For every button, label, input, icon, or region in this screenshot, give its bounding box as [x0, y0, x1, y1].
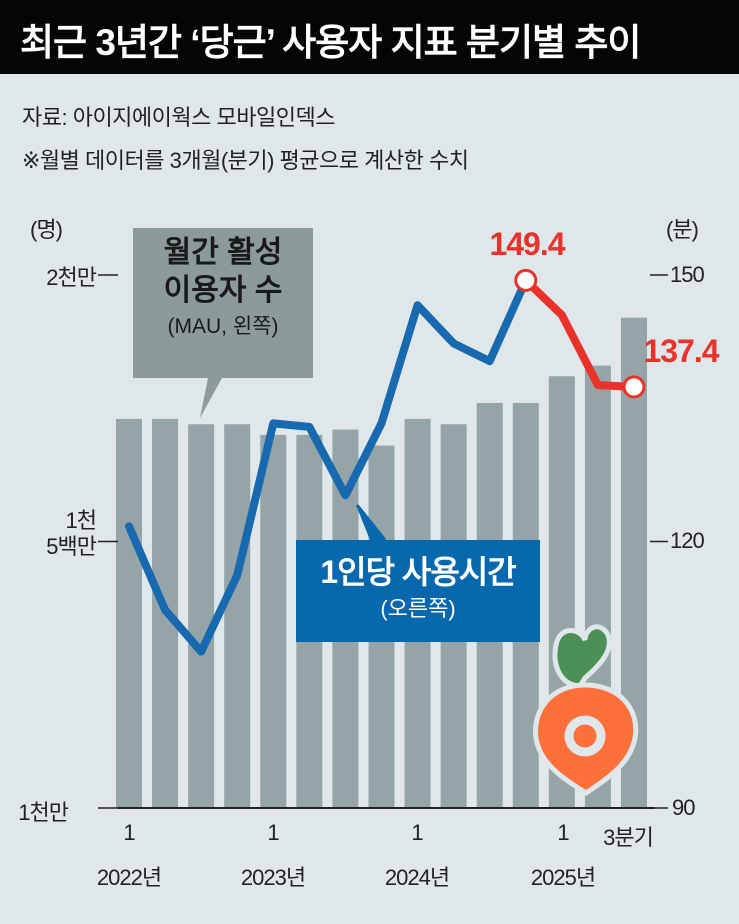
- right-tick-90: 90: [672, 795, 696, 820]
- bar-mau-2022Q1: [116, 418, 142, 808]
- bar-mau-2022Q3: [188, 424, 215, 808]
- left-tick-15m: 1천 5백만: [8, 508, 97, 560]
- line-usage-time-highlight: [521, 276, 638, 391]
- x-tick-2024q1: 1: [411, 820, 423, 845]
- bar-mau-2022Q4: [224, 424, 251, 808]
- time-callout-pointer: [355, 504, 387, 541]
- time-callout-box: [296, 540, 540, 642]
- x-year-2024: 2024년: [384, 865, 450, 890]
- left-tick-20m: 2천만: [46, 265, 97, 290]
- right-axis-unit: (분): [666, 217, 699, 242]
- line-usage-time: [125, 276, 530, 656]
- mau-label-sub: (MAU, 왼쪽): [167, 315, 279, 338]
- x-tick-2022q1: 1: [123, 820, 135, 845]
- source-text: 자료: 아이지에이웍스 모바일인덱스: [22, 105, 335, 130]
- x-year-2022: 2022년: [96, 865, 162, 890]
- carrot-logo: [533, 624, 639, 797]
- page-title: 최근 3년간 ‘당근’ 사용자 지표 분기별 추이: [20, 22, 641, 63]
- left-tick-15m-line1: 1천: [65, 508, 97, 533]
- x-tick-2025q3: 3분기: [603, 825, 654, 850]
- right-tick-150: 150: [670, 262, 705, 287]
- left-tick-10m: 1천만: [18, 800, 69, 825]
- time-label-line1: 1인당 사용시간: [320, 554, 516, 590]
- x-tick-2023q1: 1: [267, 820, 279, 845]
- note-text: ※월별 데이터를 3개월(분기) 평균으로 계산한 수치: [22, 148, 469, 173]
- point-usage-2024Q4: [514, 268, 538, 292]
- left-axis-unit: (명): [30, 217, 63, 242]
- bar-mau-2023Q1: [260, 434, 287, 808]
- mau-callout-box: [133, 228, 313, 418]
- data-label-peak: 149.4: [489, 226, 565, 262]
- point-usage-2025Q3: [622, 375, 646, 399]
- data-label-latest: 137.4: [643, 333, 719, 369]
- x-tick-2025q1: 1: [557, 820, 569, 845]
- x-year-2023: 2023년: [240, 865, 306, 890]
- right-tick-120: 120: [670, 528, 705, 553]
- time-label-sub: (오른쪽): [380, 596, 456, 621]
- left-tick-15m-line2: 5백만: [46, 534, 97, 559]
- mau-label-line2: 이용자 수: [163, 274, 283, 307]
- x-year-2025: 2025년: [530, 865, 596, 890]
- title-bar: [0, 0, 739, 74]
- mau-label-line1: 월간 활성: [163, 236, 283, 269]
